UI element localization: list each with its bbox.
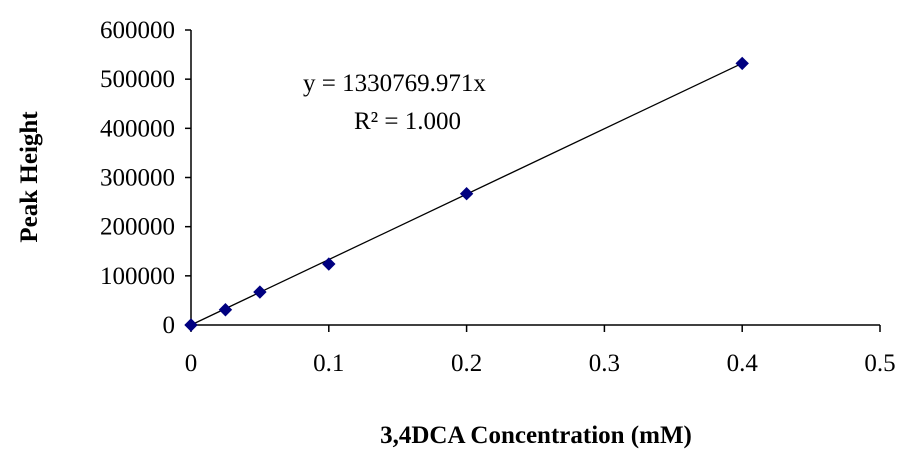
x-tick-label: 0.1 xyxy=(313,350,344,377)
y-tick-label: 200000 xyxy=(100,214,175,241)
data-point xyxy=(253,285,267,299)
y-tick-label: 0 xyxy=(163,312,176,339)
y-axis-title: Peak Height xyxy=(16,111,43,243)
x-tick-label: 0 xyxy=(185,350,198,377)
y-tick-label: 100000 xyxy=(100,263,175,290)
y-tick-label: 300000 xyxy=(100,165,175,192)
data-points xyxy=(184,56,749,332)
data-point xyxy=(735,56,749,71)
data-point xyxy=(322,257,336,271)
data-point xyxy=(459,187,474,201)
x-tick-label: 0.5 xyxy=(864,350,895,377)
data-point xyxy=(184,318,198,332)
trendline-r-squared: R² = 1.000 xyxy=(354,108,461,135)
x-tick-label: 0.4 xyxy=(727,350,759,377)
axes xyxy=(190,30,880,326)
ticks: 0 100000 200000 300000 400000 500000 600000 0 0.… xyxy=(100,17,896,377)
data-point xyxy=(218,303,233,317)
trendline-equation: y = 1330769.971x xyxy=(303,70,486,97)
x-tick-label: 0.3 xyxy=(589,350,620,377)
y-tick-label: 500000 xyxy=(100,66,175,93)
y-tick-label: 400000 xyxy=(100,115,175,142)
y-tick-label: 600000 xyxy=(100,17,175,44)
x-tick-label: 0.2 xyxy=(451,350,482,377)
x-axis-title: 3,4DCA Concentration (mM) xyxy=(380,422,692,449)
